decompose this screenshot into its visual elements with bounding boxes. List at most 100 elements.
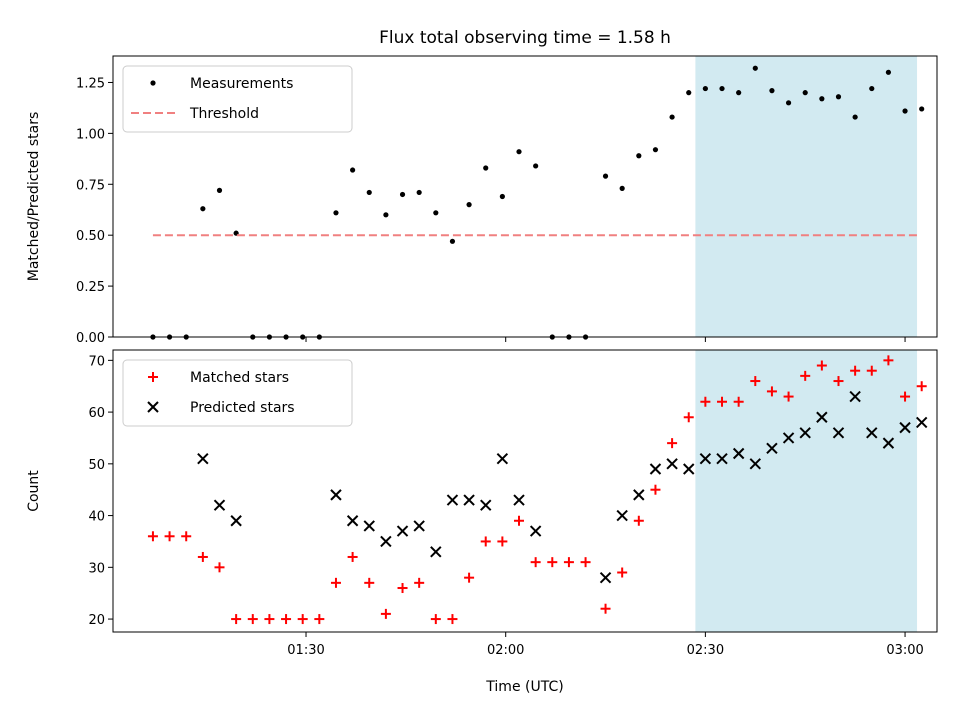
x-tick-label: 02:00 xyxy=(487,643,524,658)
data-point xyxy=(866,427,878,439)
x-b xyxy=(749,458,762,470)
data-point xyxy=(181,531,192,542)
legend-label: Measurements xyxy=(190,76,293,92)
x-b xyxy=(915,416,928,429)
legend-label: Matched stars xyxy=(190,370,289,386)
data-point xyxy=(433,210,439,216)
x-b xyxy=(330,489,342,501)
x-axis-label: Time (UTC) xyxy=(485,679,563,695)
x-b xyxy=(782,432,795,444)
data-point xyxy=(686,90,692,96)
data-point xyxy=(650,484,661,495)
data-point xyxy=(633,515,644,526)
data-point xyxy=(383,212,389,218)
data-point xyxy=(399,191,406,198)
data-point xyxy=(330,489,342,501)
data-point xyxy=(700,396,711,407)
data-point xyxy=(514,515,525,526)
data-point xyxy=(281,614,292,625)
data-point xyxy=(230,515,242,527)
data-point xyxy=(414,577,425,588)
data-point xyxy=(816,360,827,371)
legend-box xyxy=(122,359,353,427)
data-point xyxy=(533,163,539,169)
data-point xyxy=(732,447,745,460)
data-point xyxy=(264,614,275,625)
x-tick-label: 01:30 xyxy=(287,643,324,658)
x-b xyxy=(716,452,728,465)
x-b xyxy=(666,458,678,470)
y-tick-label: 0.25 xyxy=(76,280,105,295)
x-b xyxy=(899,421,911,434)
data-point xyxy=(683,412,694,423)
x-b xyxy=(732,447,745,460)
data-point xyxy=(496,452,509,465)
x-b xyxy=(213,499,226,511)
data-point xyxy=(885,69,892,75)
data-point xyxy=(499,193,505,200)
data-point xyxy=(716,452,728,465)
data-point xyxy=(602,173,609,179)
x-b xyxy=(380,535,392,548)
data-point xyxy=(247,614,258,625)
x-tick-label: 03:00 xyxy=(886,643,923,658)
data-point xyxy=(430,614,441,625)
y-tick-label: 1.25 xyxy=(76,76,105,91)
data-point xyxy=(869,85,875,92)
data-point xyxy=(835,94,842,100)
data-point xyxy=(529,525,542,537)
data-point xyxy=(633,489,645,501)
data-point xyxy=(769,88,775,94)
shaded-region xyxy=(695,350,918,632)
x-b xyxy=(649,463,662,475)
x-b xyxy=(699,452,712,465)
data-point xyxy=(900,391,911,402)
data-point xyxy=(802,90,808,96)
data-point xyxy=(649,463,662,475)
data-point xyxy=(652,147,659,153)
x-tick-label: 02:30 xyxy=(687,643,724,658)
legend-marker xyxy=(148,372,158,382)
data-point xyxy=(783,391,794,402)
data-point xyxy=(683,463,695,475)
x-b xyxy=(633,489,645,501)
data-point xyxy=(833,376,844,387)
data-point xyxy=(480,499,492,511)
data-point xyxy=(866,365,877,376)
series-predicted-stars xyxy=(197,390,928,584)
x-b xyxy=(529,525,542,537)
x-b xyxy=(599,571,612,584)
data-point xyxy=(616,509,628,522)
data-point xyxy=(600,603,611,614)
data-point xyxy=(547,557,558,568)
x-b xyxy=(413,520,425,532)
y-tick-label: 30 xyxy=(88,561,105,576)
data-point xyxy=(736,90,742,96)
data-point xyxy=(463,494,475,506)
data-point xyxy=(231,614,242,625)
legend-box xyxy=(122,65,353,133)
data-point xyxy=(380,535,392,548)
x-b xyxy=(513,494,525,506)
data-point xyxy=(214,562,225,573)
y-tick-label: 40 xyxy=(88,510,105,525)
data-point xyxy=(346,515,359,527)
x-b xyxy=(766,442,778,455)
data-point xyxy=(563,557,574,568)
data-point xyxy=(416,189,422,196)
data-point xyxy=(447,614,458,625)
data-point xyxy=(483,165,489,171)
x-b xyxy=(480,499,492,511)
legend-label: Predicted stars xyxy=(190,400,295,416)
data-point xyxy=(216,187,223,193)
data-point xyxy=(902,108,908,114)
data-point xyxy=(766,442,778,455)
bottom-panel: 20 30 40 50 60 70 01:30 02:00 02:30 03:00 Count Mat… xyxy=(26,349,938,658)
data-point xyxy=(380,608,391,619)
x-b xyxy=(230,515,242,527)
x-b xyxy=(866,427,878,439)
x-b xyxy=(616,509,628,522)
series-measurements xyxy=(150,65,925,340)
data-point xyxy=(899,421,911,434)
